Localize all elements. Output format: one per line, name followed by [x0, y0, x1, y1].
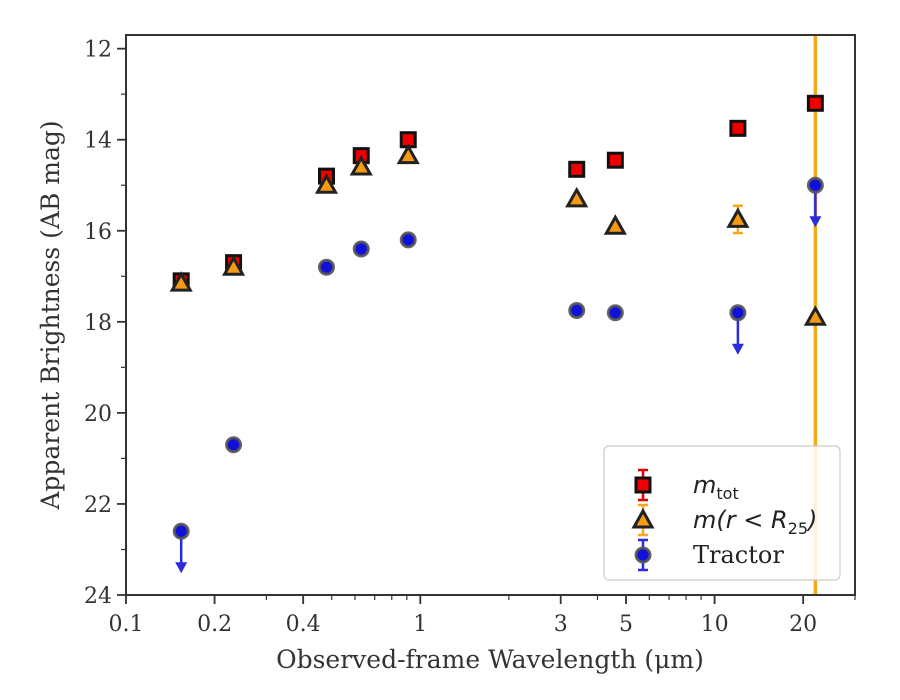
data-point-mtot [568, 160, 586, 178]
data-point-mr25 [603, 214, 627, 235]
legend-label: Tractor [693, 541, 784, 569]
x-tick-label: 5 [619, 612, 633, 637]
data-point-mr25 [221, 255, 246, 276]
data-point-tractor [172, 522, 190, 540]
data-point-tractor [352, 240, 370, 258]
data-point-mtot [606, 151, 624, 169]
x-tick-label: 0.2 [197, 612, 232, 637]
legend-label: mtot [693, 471, 739, 503]
y-tick-label: 14 [84, 129, 112, 154]
data-point-mr25 [565, 186, 589, 208]
upper-limit-arrow-head [175, 562, 188, 574]
legend-box [603, 445, 841, 581]
y-tick-label: 22 [84, 493, 112, 518]
y-tick-label: 20 [84, 402, 112, 427]
series-triangle [169, 143, 827, 326]
plot-frame [125, 34, 856, 596]
y-tick-label: 12 [84, 38, 112, 63]
data-point-mr25 [169, 271, 193, 292]
data-point-mr25 [803, 305, 827, 326]
x-tick-label: 0.4 [286, 612, 321, 637]
y-tick-label: 16 [84, 220, 112, 245]
data-point-mtot [729, 119, 747, 137]
data-point-mr25 [396, 143, 420, 165]
data-point-tractor [225, 436, 243, 454]
x-axis-label: Observed-frame Wavelength (μm) [276, 645, 704, 674]
data-point-mr25 [314, 173, 339, 194]
data-point-tractor [729, 304, 747, 322]
x-tick-label: 1 [413, 612, 427, 637]
upper-limit-arrow-head [731, 343, 744, 355]
x-tick-label: 3 [554, 612, 568, 637]
series-square [172, 94, 824, 290]
x-tick-label: 10 [701, 612, 729, 637]
data-point-tractor [806, 176, 824, 194]
legend-marker-triangle [631, 507, 655, 529]
legend-label: m(r < R25) [693, 506, 817, 538]
x-tick-label: 0.1 [109, 612, 144, 637]
data-point-mr25 [349, 154, 373, 176]
series-circle [172, 176, 824, 574]
x-tick-label: 20 [789, 612, 817, 637]
data-point-mr25 [726, 207, 750, 228]
data-point-tractor [568, 301, 586, 319]
upper-limit-arrow-head [809, 216, 822, 228]
data-point-mtot [806, 94, 824, 112]
legend-marker-circle [634, 546, 652, 564]
data-point-tractor [317, 258, 335, 276]
y-axis-label: Apparent Brightness (AB mag) [36, 120, 65, 510]
legend-marker-square [634, 476, 652, 494]
data-point-tractor [606, 304, 624, 322]
y-tick-label: 18 [84, 311, 112, 336]
y-tick-label: 24 [84, 584, 112, 609]
data-point-tractor [399, 231, 417, 249]
